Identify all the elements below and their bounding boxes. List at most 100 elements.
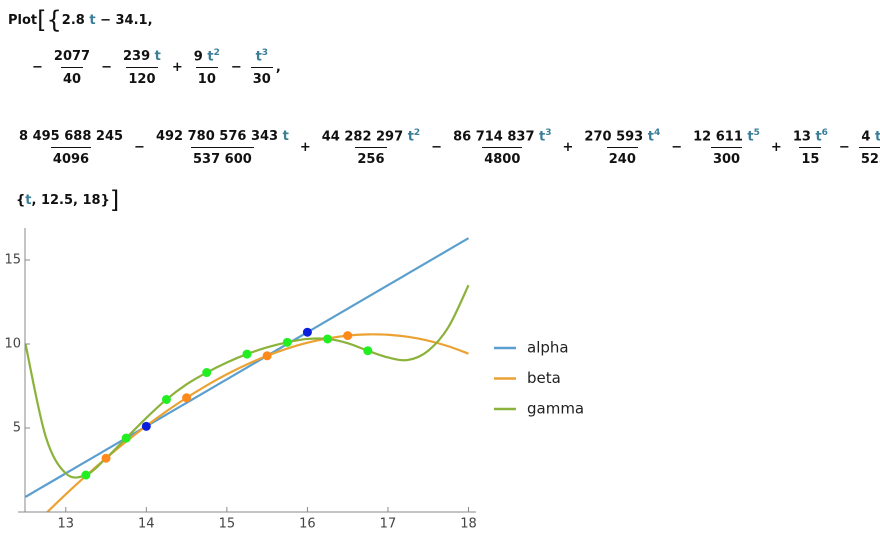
- numerator: 239 t: [121, 49, 163, 67]
- legend-label: gamma: [527, 400, 584, 418]
- denominator: 240: [606, 147, 638, 167]
- point: [323, 334, 333, 344]
- denominator: 256: [355, 147, 387, 167]
- coefficient: 12 611: [693, 129, 748, 145]
- variable: t: [154, 48, 161, 64]
- denominator: 15: [799, 147, 822, 167]
- coefficient: 13: [792, 129, 816, 145]
- denominator: 10: [195, 67, 218, 87]
- fraction: 9 t2 10: [192, 48, 222, 87]
- line-2: [25, 284, 470, 479]
- x-tick-label: 14: [138, 517, 155, 532]
- operator: −: [101, 60, 112, 76]
- line-1: [45, 333, 469, 512]
- coefficient: 239: [123, 48, 155, 64]
- fraction: 492 780 576 343 t 537 600: [154, 129, 291, 167]
- exponent: 3: [261, 48, 269, 58]
- y-tick-label: 10: [4, 337, 21, 352]
- code-text: 2.8: [61, 12, 90, 28]
- input-line-1: Plot[{2.8 t − 34.1,: [8, 6, 153, 34]
- y-tick-label: 5: [13, 421, 21, 436]
- variable: t: [647, 129, 654, 145]
- point: [262, 351, 272, 361]
- code-text: {: [16, 192, 26, 208]
- variable: t: [815, 129, 822, 145]
- point: [282, 337, 292, 347]
- operator: +: [299, 140, 311, 156]
- variable: t: [255, 49, 262, 65]
- point: [363, 346, 373, 356]
- numerator: 4 t7: [859, 128, 880, 147]
- numerator: 8 495 688 245: [17, 129, 125, 147]
- bracket: [{: [37, 6, 62, 34]
- input-line-4: {t, 12.5, 18}]: [16, 186, 119, 214]
- denominator: 4800: [482, 147, 523, 167]
- y-tick-label: 15: [4, 253, 21, 268]
- legend-label: beta: [527, 369, 561, 387]
- operator: −: [671, 140, 683, 156]
- variable: t: [539, 129, 546, 145]
- bracket: ]: [109, 186, 120, 214]
- operator: −: [431, 140, 443, 156]
- numerator: 44 282 297 t2: [320, 128, 422, 147]
- coefficient: 9: [193, 49, 208, 65]
- numerator: 86 714 837 t3: [451, 128, 553, 147]
- numerator: 12 611 t5: [691, 128, 762, 147]
- variable: t: [407, 129, 414, 145]
- fraction: 2077 40: [52, 49, 92, 87]
- numerator: 9 t2: [192, 48, 222, 67]
- beta-expr: −2077 40−239 t 120 +9 t2 10− t3 30,: [26, 48, 281, 87]
- denominator: 525: [858, 147, 880, 167]
- point: [302, 327, 312, 337]
- coefficient: 44 282 297: [321, 129, 408, 145]
- exponent: 4: [653, 128, 661, 138]
- exponent: 2: [213, 48, 220, 58]
- alpha-expr: 2.8 t − 34.1,: [62, 13, 153, 28]
- head: Plot: [8, 12, 38, 28]
- legend-label: alpha: [527, 339, 569, 357]
- code-text: ,: [275, 60, 281, 76]
- operator: −: [838, 140, 850, 156]
- coefficient: 2077: [53, 48, 91, 64]
- fraction: 12 611 t5 300: [691, 128, 762, 167]
- variable: t: [207, 49, 214, 65]
- point: [101, 453, 111, 463]
- point: [202, 368, 212, 378]
- operator: +: [770, 140, 782, 156]
- coefficient: 8 495 688 245: [19, 128, 124, 144]
- fraction: 270 593 t4 240: [582, 128, 662, 167]
- variable: t: [747, 129, 754, 145]
- x-tick-label: 15: [219, 517, 236, 532]
- variable: t: [89, 12, 96, 28]
- operator: +: [171, 60, 183, 76]
- fraction: 8 495 688 245 4096: [17, 129, 125, 167]
- denominator: 40: [60, 66, 84, 87]
- coefficient: 270 593: [584, 129, 648, 145]
- fraction: 4 t7525: [858, 128, 880, 167]
- x-tick-label: 16: [299, 517, 316, 532]
- variable: t: [282, 128, 289, 144]
- denominator: 537 600: [190, 146, 254, 167]
- numerator: 13 t6: [791, 128, 830, 147]
- coefficient: 492 780 576 343: [155, 128, 283, 144]
- fraction: 86 714 837 t3 4800: [451, 128, 553, 167]
- operator: −: [134, 140, 145, 156]
- variable: t: [25, 192, 32, 208]
- denominator: 30: [250, 67, 273, 87]
- denominator: 300: [710, 147, 743, 167]
- numerator: t3: [254, 48, 270, 67]
- point: [343, 331, 353, 341]
- point: [161, 394, 171, 404]
- point: [141, 421, 151, 431]
- range-spec: {t, 12.5, 18}: [16, 193, 110, 208]
- point: [182, 393, 192, 403]
- point: [81, 470, 91, 480]
- variable: t: [874, 129, 880, 145]
- operator: +: [562, 140, 574, 156]
- operator: −: [230, 60, 242, 76]
- point: [242, 349, 252, 359]
- denominator: 4096: [50, 146, 92, 167]
- gamma-expr: 8 495 688 245 4096−492 780 576 343 t 537 6…: [14, 128, 880, 167]
